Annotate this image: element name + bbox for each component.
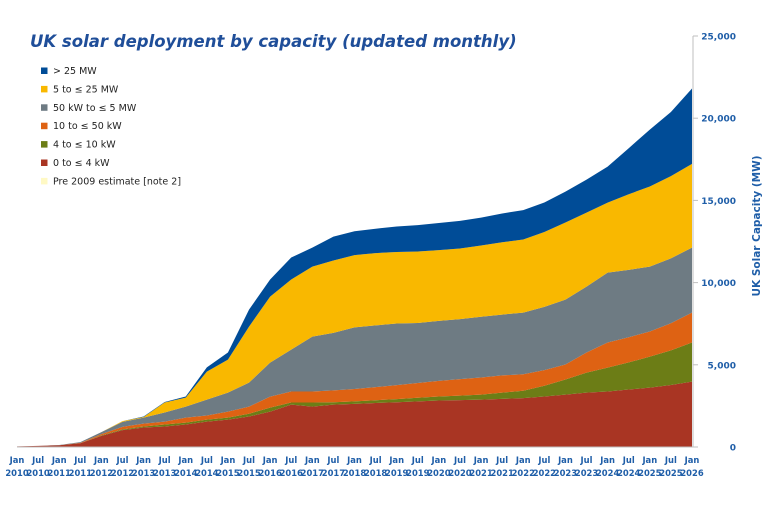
x-tick-label-year: 2014 [195, 468, 218, 478]
x-tick-label-month: Jul [31, 455, 44, 465]
x-tick-label-month: Jul [200, 455, 213, 465]
x-tick-label-month: Jan [684, 455, 700, 465]
plot-area [17, 88, 692, 447]
legend-label: 10 to ≤ 50 kW [53, 121, 122, 132]
x-tick-label-year: 2024 [617, 468, 640, 478]
x-tick-label-month: Jul [411, 455, 424, 465]
x-tick-label-month: Jul [664, 455, 677, 465]
x-tick-label-month: Jul [495, 455, 508, 465]
x-tick-label-year: 2012 [111, 468, 134, 478]
legend-label: 5 to ≤ 25 MW [53, 84, 119, 95]
legend-label: 4 to ≤ 10 kW [53, 140, 116, 151]
legend-swatch [41, 159, 48, 166]
x-tick-label-year: 2019 [406, 468, 429, 478]
legend-label: > 25 MW [53, 66, 97, 77]
x-tick-label-year: 2017 [322, 468, 345, 478]
x-tick-label-month: Jan [388, 455, 404, 465]
x-tick-label-year: 2025 [638, 468, 661, 478]
x-tick-label-month: Jul [537, 455, 550, 465]
x-tick-label-year: 2022 [512, 468, 535, 478]
x-tick-label-month: Jan [346, 455, 362, 465]
x-tick-label-year: 2018 [343, 468, 366, 478]
x-tick-label-year: 2020 [448, 468, 471, 478]
legend-label: Pre 2009 estimate [note 2] [53, 176, 181, 187]
x-tick-label-year: 2024 [596, 468, 619, 478]
x-tick-label-month: Jan [51, 455, 67, 465]
y-axis-title: UK Solar Capacity (MW) [751, 156, 763, 297]
x-tick-label-year: 2021 [491, 468, 514, 478]
x-tick-label-year: 2011 [48, 468, 71, 478]
x-tick-label-year: 2023 [554, 468, 577, 478]
legend-label: 0 to ≤ 4 kW [53, 158, 110, 169]
x-tick-label-month: Jan [262, 455, 278, 465]
x-tick-label-month: Jan [557, 455, 573, 465]
area-series-0-to-4-kw [17, 381, 692, 447]
y-tick-label: 5,000 [708, 361, 736, 371]
legend-swatch [41, 141, 48, 148]
x-tick-label-month: Jan [304, 455, 320, 465]
x-tick-label-month: Jan [515, 455, 531, 465]
x-tick-label-year: 2025 [659, 468, 682, 478]
x-tick-label-month: Jul [73, 455, 86, 465]
x-tick-label-year: 2016 [258, 468, 281, 478]
area-series-5-to-25-mw [17, 163, 692, 447]
legend-label: 50 kW to ≤ 5 MW [53, 103, 137, 114]
legend-swatch [41, 177, 48, 185]
legend-swatch [41, 122, 48, 130]
y-tick-label: 0 [730, 444, 736, 454]
y-tick-label: 10,000 [701, 279, 736, 289]
legend-swatch [41, 104, 48, 111]
x-tick-label-month: Jul [242, 455, 255, 465]
x-tick-label-month: Jul [369, 455, 382, 465]
x-tick-label-year: 2021 [469, 468, 492, 478]
x-tick-label-year: 2017 [301, 468, 324, 478]
x-tick-label-month: Jan [9, 455, 25, 465]
legend-swatch [41, 85, 48, 93]
x-tick-label-year: 2015 [237, 468, 260, 478]
x-tick-label-month: Jan [473, 455, 489, 465]
x-tick-label-month: Jul [115, 455, 128, 465]
x-tick-label-month: Jan [431, 455, 447, 465]
x-tick-label-month: Jul [580, 455, 593, 465]
y-tick-label: 20,000 [701, 115, 736, 125]
x-tick-label-year: 2010 [26, 468, 49, 478]
x-tick-label-year: 2026 [680, 468, 703, 478]
x-tick-label-year: 2014 [174, 468, 197, 478]
x-tick-label-month: Jul [158, 455, 171, 465]
x-tick-label-year: 2013 [153, 468, 176, 478]
x-tick-label-year: 2022 [533, 468, 556, 478]
x-tick-label-year: 2018 [364, 468, 387, 478]
x-tick-label-year: 2012 [90, 468, 113, 478]
x-tick-label-year: 2015 [216, 468, 239, 478]
legend-swatch [41, 67, 48, 74]
legend: > 25 MW 5 to ≤ 25 MW 50 kW to ≤ 5 MW 10 to … [41, 66, 181, 187]
x-tick-label-year: 2010 [5, 468, 28, 478]
x-tick-label-year: 2019 [385, 468, 408, 478]
x-tick-label-month: Jan [220, 455, 236, 465]
x-tick-label-year: 2016 [280, 468, 303, 478]
y-axis-ticks: 0 5,000 10,000 15,000 20,000 25,000 [693, 33, 736, 454]
x-tick-label-month: Jan [599, 455, 615, 465]
x-tick-label-year: 2020 [427, 468, 450, 478]
chart-title: UK solar deployment by capacity (updated… [30, 32, 517, 51]
x-tick-label-month: Jan [641, 455, 657, 465]
area-series-10-to-50-kw [17, 312, 692, 447]
x-tick-label-month: Jan [177, 455, 193, 465]
area-series-50-kw-to-5-mw [17, 247, 692, 447]
x-tick-label-year: 2023 [575, 468, 598, 478]
x-tick-label-month: Jul [284, 455, 297, 465]
x-axis-ticks: Jan2010Jul2010Jan2011Jul2011Jan2012Jul20… [5, 455, 703, 478]
x-tick-label-month: Jan [135, 455, 151, 465]
x-tick-label-month: Jan [93, 455, 109, 465]
x-tick-label-month: Jul [622, 455, 635, 465]
x-tick-label-month: Jul [453, 455, 466, 465]
y-tick-label: 25,000 [701, 33, 736, 43]
x-tick-label-year: 2013 [132, 468, 155, 478]
x-tick-label-year: 2011 [69, 468, 92, 478]
x-tick-label-month: Jul [326, 455, 339, 465]
area-series-4-to-10-kw [17, 342, 692, 447]
y-tick-label: 15,000 [701, 197, 736, 207]
